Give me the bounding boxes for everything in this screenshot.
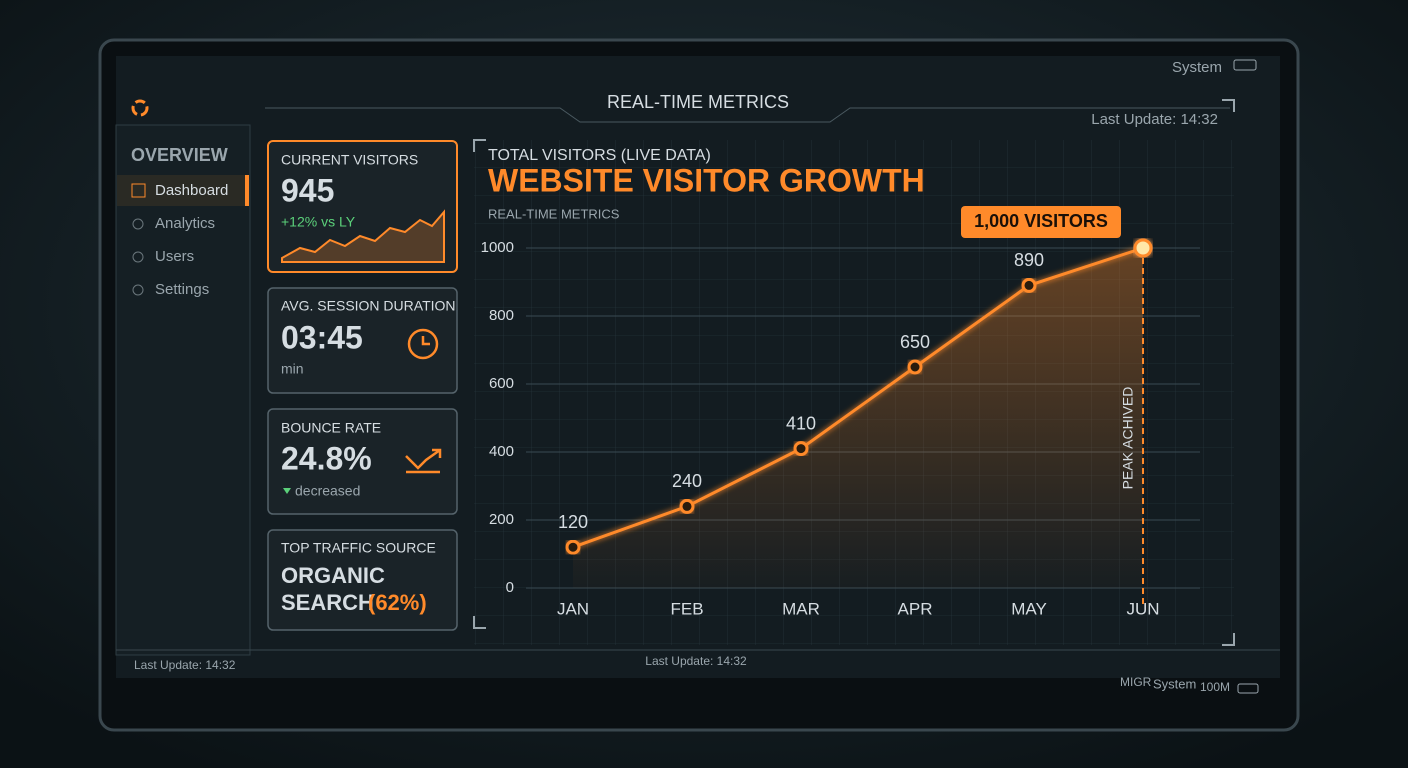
sparkline (281, 209, 445, 263)
value-label: 240 (672, 471, 702, 491)
value-label: 410 (786, 413, 816, 433)
nav-item[interactable]: Users (155, 248, 194, 265)
x-tick-label: MAY (1011, 599, 1047, 618)
x-tick-label: JUN (1126, 599, 1159, 618)
value-label: 890 (1014, 250, 1044, 270)
area (573, 248, 1143, 588)
footer-system: System (1153, 676, 1196, 691)
card-note: (62%) (368, 590, 427, 615)
metric-card (267, 529, 458, 631)
y-tick-label: 1000 (481, 239, 514, 256)
point (565, 539, 581, 555)
trend-icon (405, 448, 442, 474)
logo (131, 99, 149, 117)
metric-card (267, 140, 458, 273)
card-note: decreased (295, 483, 360, 499)
metric-card (267, 287, 458, 394)
peak-annotation: PEAK ACHIVED (1120, 387, 1136, 490)
y-tick-label: 800 (489, 307, 514, 324)
header-title: REAL-TIME METRICS (607, 92, 789, 112)
nav-active-bar (245, 175, 249, 206)
down-arrow (283, 488, 291, 494)
point (1021, 277, 1037, 293)
value-label: 120 (558, 512, 588, 532)
y-tick-label: 400 (489, 443, 514, 460)
card-value: 03:45 (281, 319, 363, 355)
card-note: min (281, 361, 304, 377)
last-update: Last Update: 14:32 (1091, 111, 1218, 128)
card-value: 24.8% (281, 440, 372, 476)
card-value: ORGANIC (281, 563, 385, 588)
chart-title: WEBSITE VISITOR GROWTH (488, 162, 925, 198)
x-tick-label: MAR (782, 599, 820, 618)
nav-icon (132, 284, 144, 296)
nav-icon (132, 218, 144, 230)
card-label: BOUNCE RATE (281, 420, 381, 436)
corner-brackets (473, 99, 1235, 646)
y-tick-label: 600 (489, 375, 514, 392)
point (793, 441, 809, 457)
card-label: TOP TRAFFIC SOURCE (281, 540, 436, 556)
card-value: SEARCH (281, 590, 374, 615)
point (907, 359, 923, 375)
system-label: System (1172, 59, 1222, 76)
battery-icon (1237, 683, 1259, 694)
card-label: CURRENT VISITORS (281, 152, 418, 168)
plot: 0 200 400 600 800 1000 JAN FEB MAR APR MAY JUN PEAK … (481, 206, 1200, 618)
card-value: 945 (281, 172, 334, 208)
footer-update: Last Update: 14:32 (134, 658, 236, 672)
nav-item[interactable]: Settings (155, 281, 209, 298)
nav-item[interactable]: Analytics (155, 215, 215, 232)
header-rule (265, 107, 1230, 123)
chart-kicker: TOTAL VISITORS (LIVE DATA) (488, 147, 711, 164)
y-tick-label: 0 (506, 579, 514, 596)
metric-card (267, 408, 458, 515)
clock-hands (421, 336, 430, 346)
y-tick-label: 200 (489, 511, 514, 528)
line (572, 246, 1144, 549)
point (1133, 238, 1153, 258)
footer-update: Last Update: 14:32 (645, 654, 747, 668)
footer-size: 100M (1200, 680, 1230, 694)
card-label: AVG. SESSION DURATION (281, 298, 456, 314)
x-tick-label: FEB (670, 599, 703, 618)
value-label: 1,000 VISITORS (974, 211, 1108, 231)
sidebar (115, 124, 251, 656)
battery-icon (1233, 59, 1257, 71)
chart-subtitle: REAL-TIME METRICS (488, 206, 620, 221)
nav-active-bg (117, 175, 249, 206)
nav-icon (131, 183, 146, 198)
card-note: +12% vs LY (281, 214, 356, 230)
nav-item[interactable]: Dashboard (155, 182, 228, 199)
x-tick-label: JAN (557, 599, 589, 618)
callout-box (961, 206, 1121, 238)
clock-icon (407, 328, 439, 360)
footer-tag: MIGR (1120, 675, 1152, 689)
value-label: 650 (900, 332, 930, 352)
nav-icon (132, 251, 144, 263)
point (679, 498, 695, 514)
x-tick-label: APR (898, 599, 933, 618)
sidebar-heading: OVERVIEW (131, 145, 228, 165)
